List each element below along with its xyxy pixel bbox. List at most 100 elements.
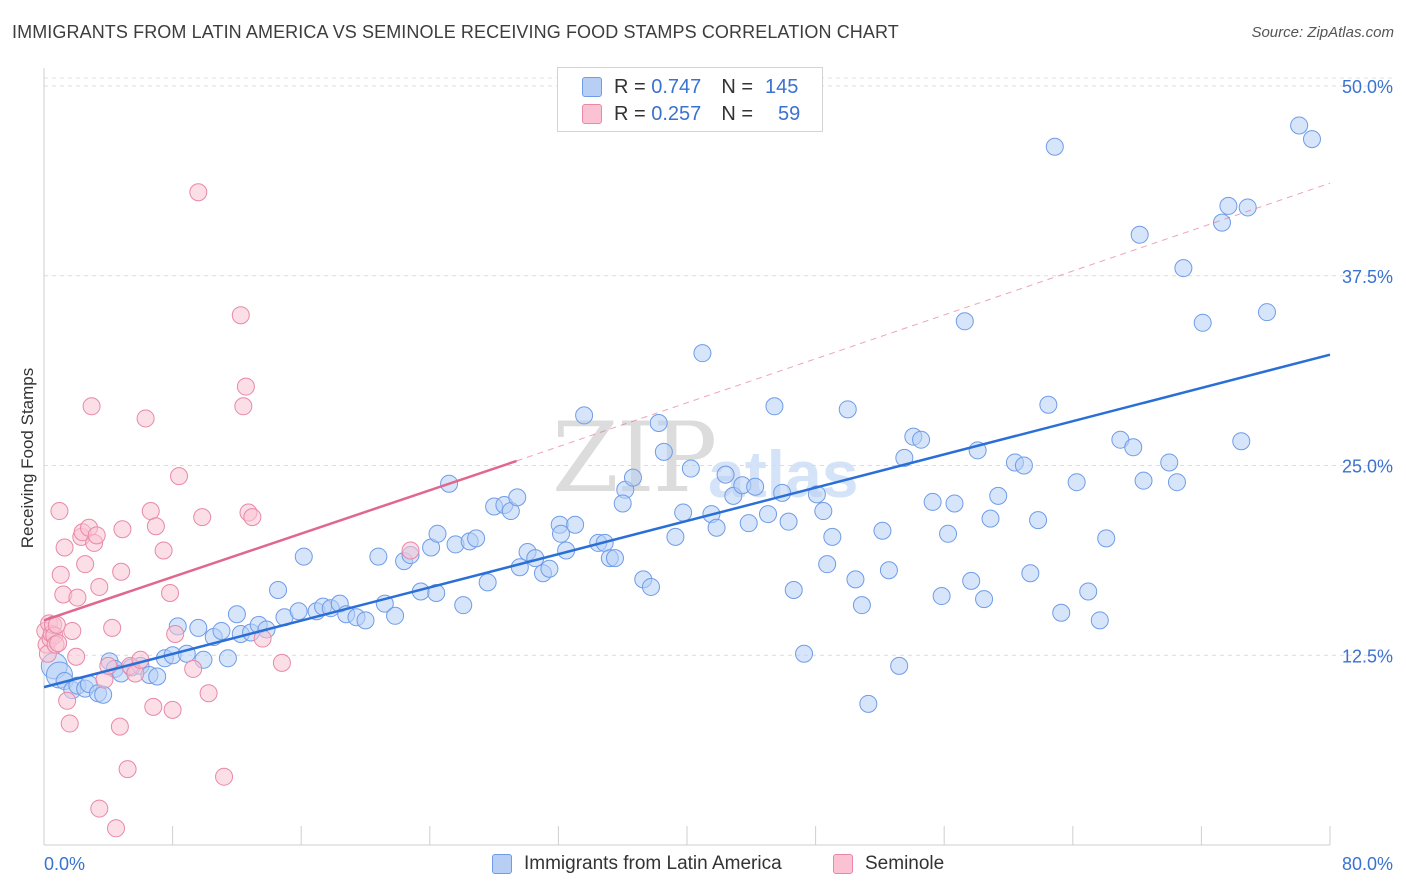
chart-source: Source: ZipAtlas.com <box>1251 24 1394 41</box>
data-point-immigrants <box>795 644 814 663</box>
y-tick-label: 25.0% <box>1342 457 1393 477</box>
data-point-immigrants <box>873 521 892 540</box>
data-point-immigrants <box>852 596 871 615</box>
data-point-immigrants <box>1257 303 1276 322</box>
y-tick-label: 50.0% <box>1342 77 1393 97</box>
chart-title: IMMIGRANTS FROM LATIN AMERICA VS SEMINOL… <box>12 22 899 42</box>
data-point-immigrants <box>674 503 693 522</box>
data-point-seminole <box>49 634 68 653</box>
data-point-immigrants <box>807 485 826 504</box>
legend-r-value: 0.747 <box>651 75 702 98</box>
data-point-immigrants <box>1193 313 1212 332</box>
trendline-immigrants <box>43 353 1331 689</box>
legend-n-value: 59 <box>778 102 801 125</box>
data-point-seminole <box>90 577 109 596</box>
data-point-immigrants <box>189 618 208 637</box>
data-point-seminole <box>189 183 208 202</box>
data-point-seminole <box>90 799 109 818</box>
data-point-immigrants <box>838 400 857 419</box>
data-point-immigrants <box>294 547 313 566</box>
data-point-seminole <box>76 555 95 574</box>
data-point-immigrants <box>269 580 288 599</box>
data-point-seminole <box>113 520 132 539</box>
data-point-seminole <box>163 700 182 719</box>
y-tick-label: 12.5% <box>1342 646 1393 666</box>
legend-r-label: R = <box>614 75 646 98</box>
data-point-seminole <box>243 508 262 527</box>
data-point-seminole <box>215 767 234 786</box>
data-point-immigrants <box>879 561 898 580</box>
data-point-immigrants <box>779 512 798 531</box>
data-point-immigrants <box>508 488 527 507</box>
data-point-immigrants <box>605 549 624 568</box>
bottom-legend-immigrants: Immigrants from Latin America <box>492 852 782 876</box>
data-point-seminole <box>82 397 101 416</box>
data-point-seminole <box>144 697 163 716</box>
data-point-seminole <box>193 508 212 527</box>
data-point-immigrants <box>428 524 447 543</box>
data-point-immigrants <box>510 558 529 577</box>
legend-swatch-blue <box>582 77 602 97</box>
data-point-immigrants <box>814 502 833 521</box>
data-point-seminole <box>107 819 126 838</box>
y-axis-label: Receiving Food Stamps <box>18 368 37 548</box>
data-point-immigrants <box>1052 603 1071 622</box>
data-point-immigrants <box>716 465 735 484</box>
data-point-immigrants <box>912 430 931 449</box>
data-point-immigrants <box>1232 432 1251 451</box>
data-point-immigrants <box>818 555 837 574</box>
data-point-seminole <box>58 691 77 710</box>
data-point-seminole <box>87 526 106 545</box>
data-point-immigrants <box>1290 116 1309 135</box>
data-point-immigrants <box>981 509 1000 528</box>
x-tick-label: 80.0% <box>1342 854 1393 874</box>
data-point-immigrants <box>623 468 642 487</box>
data-point-seminole <box>401 541 420 560</box>
data-point-immigrants <box>746 477 765 496</box>
data-point-immigrants <box>654 442 673 461</box>
data-point-immigrants <box>94 685 113 704</box>
data-point-immigrants <box>551 524 570 543</box>
legend-row-seminole: R = 0.257 N = 59 <box>582 102 800 126</box>
data-point-immigrants <box>784 580 803 599</box>
data-point-seminole <box>60 714 79 733</box>
bottom-legend-swatch-pink <box>833 854 853 874</box>
data-point-immigrants <box>693 344 712 363</box>
data-point-immigrants <box>707 518 726 537</box>
legend-swatch-pink <box>582 104 602 124</box>
stats-legend: R = 0.747 N = 145 R = 0.257 N = 59 <box>557 67 823 132</box>
data-point-immigrants <box>895 448 914 467</box>
data-point-immigrants <box>1097 529 1116 548</box>
data-point-immigrants <box>1302 130 1321 149</box>
data-point-immigrants <box>739 514 758 533</box>
data-point-immigrants <box>356 611 375 630</box>
data-point-seminole <box>272 653 291 672</box>
data-point-immigrants <box>1014 456 1033 475</box>
data-point-immigrants <box>681 459 700 478</box>
data-point-immigrants <box>1045 137 1064 156</box>
data-point-immigrants <box>1134 471 1153 490</box>
data-point-immigrants <box>641 577 660 596</box>
data-point-immigrants <box>1124 438 1143 457</box>
legend-n-value: 145 <box>765 75 799 98</box>
data-point-immigrants <box>566 515 585 534</box>
bottom-legend-swatch-blue <box>492 854 512 874</box>
x-tick-label: 0.0% <box>44 854 85 874</box>
data-point-immigrants <box>1130 225 1149 244</box>
data-point-seminole <box>166 624 185 643</box>
data-point-immigrants <box>1212 213 1231 232</box>
data-point-immigrants <box>649 413 668 432</box>
bottom-legend-seminole: Seminole <box>833 852 944 876</box>
data-point-seminole <box>112 562 131 581</box>
data-point-immigrants <box>765 397 784 416</box>
data-point-seminole <box>118 760 137 779</box>
legend-r-value: 0.257 <box>651 102 702 125</box>
data-point-immigrants <box>227 605 246 624</box>
trendline-seminole <box>43 459 518 622</box>
data-point-seminole <box>67 647 86 666</box>
data-point-immigrants <box>1090 611 1109 630</box>
data-point-seminole <box>170 467 189 486</box>
trendline-seminole-extended <box>516 182 1331 462</box>
data-point-immigrants <box>1238 198 1257 217</box>
data-point-immigrants <box>955 312 974 331</box>
